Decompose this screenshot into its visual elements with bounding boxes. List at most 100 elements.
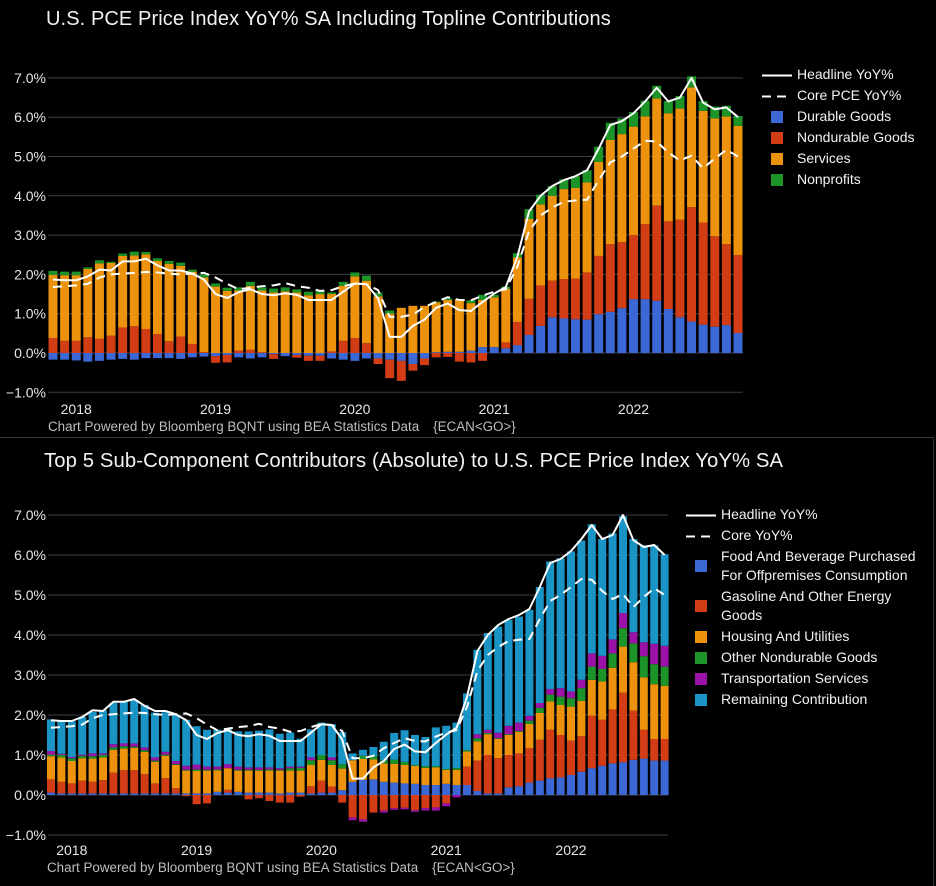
- bar-segment-remaining-contribution: [307, 729, 315, 758]
- legend-item-other-nondurable[interactable]: Other Nondurable Goods: [686, 647, 926, 668]
- headline-yoy-line: [50, 514, 666, 780]
- bar-segment-transportation-services: [307, 757, 315, 761]
- legend-item-food-beverage[interactable]: Food And Beverage Purchased For Offpremi…: [686, 546, 926, 586]
- bar-segment-nondurable-goods: [269, 354, 279, 359]
- bar-segment-food-and-beverage-purchased-for-offpremises-consumption: [130, 793, 139, 795]
- bar-segment-transportation-services: [203, 766, 211, 770]
- bar-segment-services: [663, 113, 673, 222]
- bar-segment-services: [605, 139, 615, 245]
- legend-item-nonprofits[interactable]: Nonprofits: [762, 169, 936, 190]
- bar-segment-gasoline-and-other-energy-goods: [421, 795, 430, 809]
- bar-segment-housing-and-utilities: [338, 768, 347, 791]
- bar-segment-nondurable-goods: [315, 355, 325, 361]
- bar-segment-transportation-services: [140, 747, 149, 751]
- bar-segment-durable-goods: [721, 325, 731, 353]
- bar-segment-housing-and-utilities: [619, 646, 627, 693]
- footer-function-code[interactable]: {ECAN<GO>}: [433, 419, 516, 434]
- bar-segment-remaining-contribution: [244, 731, 253, 768]
- gasoline-energy-swatch-icon: [695, 600, 707, 612]
- bar-segment-nondurable-goods: [327, 351, 337, 353]
- bar-segment-remaining-contribution: [57, 720, 66, 754]
- bar-segment-gasoline-and-other-energy-goods: [546, 729, 555, 779]
- legend-label: Headline YoY%: [797, 66, 894, 82]
- bar-segment-durable-goods: [118, 353, 128, 359]
- bar-segment-durable-goods: [466, 350, 476, 353]
- bar-segment-housing-and-utilities: [348, 760, 357, 782]
- bar-segment-housing-and-utilities: [556, 705, 565, 735]
- bar-segment-services: [559, 189, 569, 280]
- bar-segment-nonprofits: [129, 251, 139, 256]
- bar-segment-gasoline-and-other-energy-goods: [619, 692, 627, 763]
- bar-segment-transportation-services: [567, 691, 575, 699]
- bar-segment-housing-and-utilities: [327, 765, 336, 787]
- bar-segment-remaining-contribution: [650, 545, 659, 644]
- bar-segment-food-and-beverage-purchased-for-offpremises-consumption: [650, 760, 659, 795]
- bar-segment-durable-goods: [245, 353, 255, 359]
- bar-segment-nonprofits: [605, 122, 615, 140]
- footer-source-text: Chart Powered by Bloomberg BQNT using BE…: [48, 419, 420, 434]
- bar-segment-food-and-beverage-purchased-for-offpremises-consumption: [151, 793, 159, 795]
- bar-segment-nonprofits: [361, 275, 371, 281]
- legend-item-services[interactable]: Services: [762, 148, 936, 169]
- bar-segment-nonprofits: [721, 105, 731, 117]
- bar-segment-services: [234, 290, 244, 351]
- bar-segment-other-nondurable-goods: [535, 707, 544, 713]
- bar-segment-gasoline-and-other-energy-goods: [151, 783, 159, 794]
- bar-segment-other-nondurable-goods: [619, 628, 627, 647]
- bar-segment-nondurable-goods: [733, 255, 743, 333]
- bar-segment-services: [687, 87, 697, 208]
- bar-segment-other-nondurable-goods: [473, 738, 482, 742]
- bar-segment-nondurable-goods: [547, 280, 557, 318]
- bar-segment-nondurable-goods: [176, 336, 186, 353]
- bar-segment-remaining-contribution: [99, 710, 107, 754]
- bar-segment-transportation-services: [556, 688, 565, 697]
- bar-segment-durable-goods: [687, 321, 697, 353]
- bar-segment-housing-and-utilities: [587, 679, 596, 716]
- bar-segment-food-and-beverage-purchased-for-offpremises-consumption: [629, 759, 638, 795]
- bar-segment-remaining-contribution: [275, 733, 284, 769]
- panel-divider: [0, 437, 934, 438]
- bar-segment-nonprofits: [315, 290, 325, 295]
- bar-segment-remaining-contribution: [390, 733, 399, 760]
- bar-segment-nonprofits: [466, 300, 476, 304]
- x-tick-label: 2020: [339, 401, 370, 417]
- bar-segment-gasoline-and-other-energy-goods: [317, 780, 326, 793]
- legend-item-core[interactable]: Core YoY%: [686, 525, 926, 546]
- legend-item-core[interactable]: Core PCE YoY%: [762, 85, 936, 106]
- bar-segment-nondurable-goods: [199, 352, 209, 353]
- bar-segment-services: [129, 255, 139, 327]
- bar-segment-gasoline-and-other-energy-goods: [473, 760, 482, 791]
- bar-segment-nondurable-goods: [698, 222, 708, 325]
- bar-segment-nondurable-goods: [71, 340, 81, 353]
- bar-segment-gasoline-and-other-energy-goods: [379, 795, 388, 811]
- bar-segment-housing-and-utilities: [119, 748, 128, 771]
- bar-segment-remaining-contribution: [161, 712, 170, 752]
- bar-segment-housing-and-utilities: [452, 769, 461, 785]
- bar-segment-housing-and-utilities: [379, 763, 388, 782]
- bar-segment-transportation-services: [182, 765, 191, 770]
- legend-label: Core YoY%: [721, 527, 793, 543]
- bar-segment-other-nondurable-goods: [286, 768, 295, 771]
- bar-segment-remaining-contribution: [88, 711, 97, 754]
- legend-item-gasoline-energy[interactable]: Gasoline And Other Energy Goods: [686, 586, 926, 626]
- bar-segment-transportation-services: [535, 703, 544, 708]
- legend-item-transportation[interactable]: Transportation Services: [686, 668, 926, 689]
- bar-segment-durable-goods: [234, 353, 244, 358]
- legend-item-nondurable-goods[interactable]: Nondurable Goods: [762, 127, 936, 148]
- legend-item-remaining[interactable]: Remaining Contribution: [686, 689, 926, 710]
- bar-segment-durable-goods: [629, 299, 638, 353]
- legend-item-durable-goods[interactable]: Durable Goods: [762, 106, 936, 127]
- legend-item-housing-utilities[interactable]: Housing And Utilities: [686, 626, 926, 647]
- legend-item-headline[interactable]: Headline YoY%: [762, 64, 936, 85]
- bar-segment-services: [443, 299, 453, 352]
- legend-item-headline[interactable]: Headline YoY%: [686, 504, 926, 525]
- bar-segment-other-nondurable-goods: [130, 746, 139, 748]
- housing-utilities-swatch-icon: [695, 630, 707, 643]
- dashed-line-icon: [686, 530, 721, 542]
- footer-function-code[interactable]: {ECAN<GO>}: [432, 860, 515, 875]
- bar-segment-other-nondurable-goods: [504, 734, 513, 735]
- bar-segment-other-nondurable-goods: [307, 760, 315, 765]
- bar-segment-nondurable-goods: [222, 354, 232, 363]
- bar-segment-nondurable-goods: [211, 356, 221, 363]
